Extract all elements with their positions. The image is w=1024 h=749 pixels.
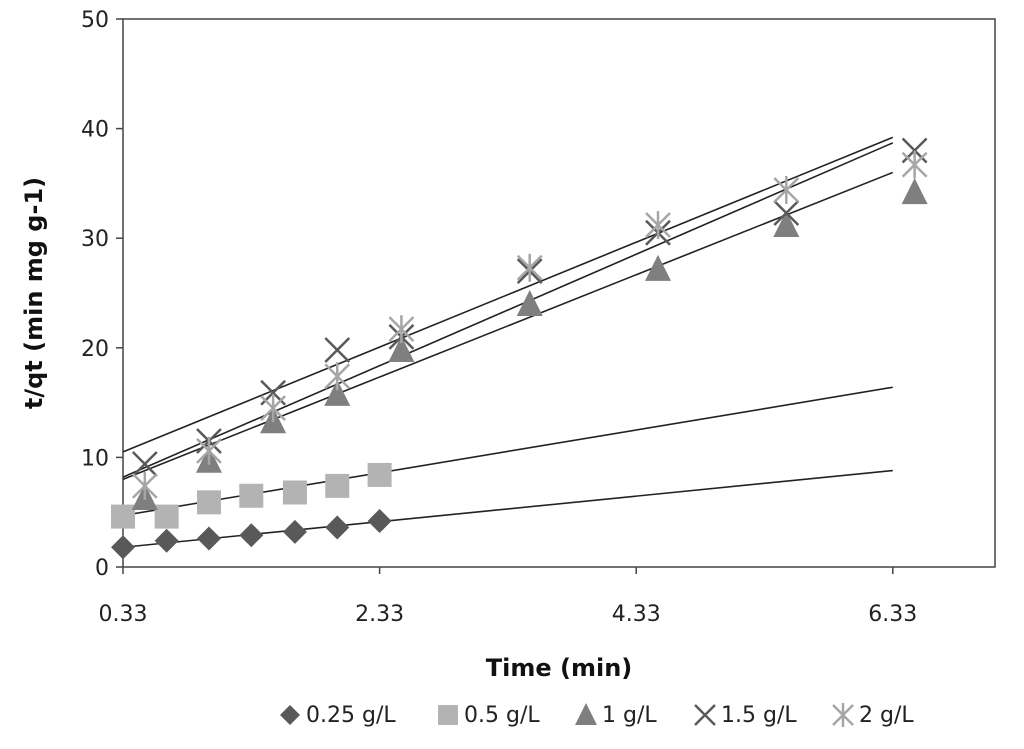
y-axis-title: t/qt (min mg g-1) xyxy=(20,177,48,409)
point-2-g-L xyxy=(260,394,286,423)
legend-marker-1-5-g-L xyxy=(694,704,716,726)
point-2-g-L xyxy=(131,471,158,500)
plot-area xyxy=(122,18,996,568)
point-2-g-L xyxy=(388,315,415,344)
point-1-5-g-L xyxy=(324,337,351,363)
trendline-0-5-g-L xyxy=(122,386,893,517)
plot-frame xyxy=(122,18,996,568)
point-0-5-g-L xyxy=(196,490,221,515)
x-tick-label: 0.33 xyxy=(99,602,148,627)
point-0-25-g-L xyxy=(239,523,264,548)
y-tick-label: 20 xyxy=(81,337,109,362)
point-0-25-g-L xyxy=(111,535,135,560)
point-1-5-g-L xyxy=(773,200,800,226)
point-2-g-L xyxy=(773,175,800,204)
legend-marker-1-g-L xyxy=(575,703,597,725)
x-tick-label: 4.33 xyxy=(612,602,661,627)
y-tick-label: 10 xyxy=(81,446,109,471)
legend-marker-0-25-g-L xyxy=(280,705,300,725)
legend-label-2-g-L: 2 g/L xyxy=(859,703,914,728)
point-0-5-g-L xyxy=(111,504,135,529)
point-2-g-L xyxy=(516,253,543,282)
legend-label-0-5-g-L: 0.5 g/L xyxy=(464,703,540,728)
x-tick-label: 6.33 xyxy=(868,602,917,627)
y-tick-label: 0 xyxy=(95,556,109,581)
legend-label-1-g-L: 1 g/L xyxy=(602,703,657,728)
point-1-g-L xyxy=(324,379,351,406)
point-2-g-L xyxy=(645,211,671,240)
legend-marker-2-g-L xyxy=(832,703,854,727)
y-tick-label: 50 xyxy=(81,8,109,33)
point-1-5-g-L xyxy=(131,451,158,477)
trendline-0-25-g-L xyxy=(122,469,893,549)
legend-marker-1-5-g-L-stroke xyxy=(694,704,716,726)
y-tick-label: 30 xyxy=(81,227,109,252)
point-1-g-L xyxy=(901,178,928,205)
x-tick-label: 2.33 xyxy=(355,602,404,627)
point-2-g-L xyxy=(324,362,351,391)
point-0-25-g-L xyxy=(325,515,350,540)
point-1-g-L xyxy=(645,254,672,281)
trendline-1-5-g-L xyxy=(122,136,894,453)
point-1-5-g-L-stroke xyxy=(773,200,800,226)
point-0-5-g-L xyxy=(282,480,307,505)
point-0-5-g-L xyxy=(154,504,179,529)
point-1-g-L xyxy=(773,211,800,238)
legend: 0.25 g/L 0.5 g/L 1 g/L 1.5 g/L 2 g/L xyxy=(280,703,914,728)
point-0-5-g-L xyxy=(239,483,264,508)
point-0-25-g-L xyxy=(367,508,392,533)
point-1-g-L xyxy=(516,289,543,316)
point-0-25-g-L xyxy=(196,526,221,551)
legend-marker-0-5-g-L xyxy=(438,705,458,725)
point-1-5-g-L-stroke xyxy=(131,451,158,477)
point-0-5-g-L xyxy=(325,473,350,498)
x-axis-title: Time (min) xyxy=(486,654,633,682)
point-0-25-g-L xyxy=(154,528,179,553)
y-tick-label: 40 xyxy=(81,118,109,143)
y-axis-ticks: 0 10 20 30 40 50 xyxy=(81,8,123,581)
point-2-g-L xyxy=(196,436,222,465)
x-axis-ticks: 0.33 2.33 4.33 6.33 xyxy=(99,567,917,627)
point-1-5-g-L-stroke xyxy=(324,337,351,363)
legend-label-0-25-g-L: 0.25 g/L xyxy=(306,703,396,728)
point-0-25-g-L xyxy=(282,519,307,544)
data-points xyxy=(111,137,928,560)
legend-label-1-5-g-L: 1.5 g/L xyxy=(721,703,797,728)
trendline-1-g-L xyxy=(122,171,894,481)
trendline-2-g-L xyxy=(122,142,894,478)
point-2-g-L xyxy=(901,150,928,179)
point-1-g-L xyxy=(388,335,415,362)
point-0-5-g-L xyxy=(367,462,392,487)
